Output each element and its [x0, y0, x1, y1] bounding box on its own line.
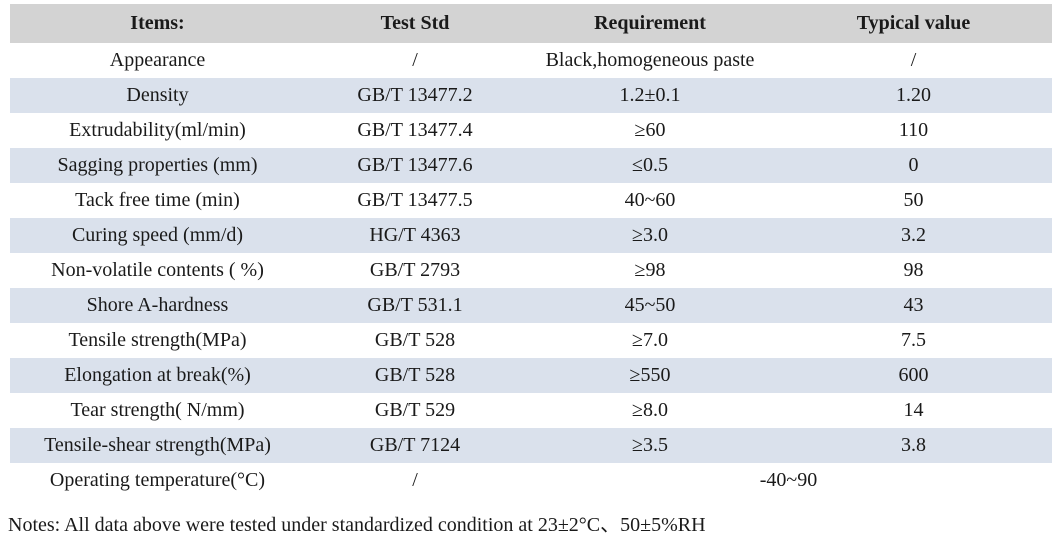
cell-item: Operating temperature(°C) [49, 469, 266, 491]
cell-typical: 0 [908, 154, 919, 176]
cell-std: GB/T 531.1 [367, 294, 463, 316]
cell-item: Tack free time (min) [75, 189, 240, 211]
cell-req: 40~60 [624, 189, 676, 211]
cell-req: 1.2±0.1 [619, 84, 681, 106]
cell-item: Tensile-shear strength(MPa) [44, 434, 271, 456]
spec-table: Items: Test Std Requirement Typical valu… [10, 4, 1052, 498]
table-row-tack-free-time: Tack free time (min) GB/T 13477.5 40~60 … [10, 183, 1052, 218]
table-row-tensile-shear: Tensile-shear strength(MPa) GB/T 7124 ≥3… [10, 428, 1052, 463]
cell-typical: 1.20 [896, 84, 931, 106]
cell-item: Elongation at break(%) [64, 364, 251, 386]
cell-typical: 14 [903, 399, 924, 421]
table-row-operating-temperature: Operating temperature(°C) / -40~90 [10, 463, 1052, 498]
table-row-curing-speed: Curing speed (mm/d) HG/T 4363 ≥3.0 3.2 [10, 218, 1052, 253]
cell-std: GB/T 528 [374, 329, 456, 351]
cell-req: ≤0.5 [632, 154, 668, 176]
cell-typical: / [910, 49, 917, 71]
cell-typical: 50 [903, 189, 924, 211]
cell-std: GB/T 7124 [369, 434, 461, 456]
notes-text: Notes: All data above were tested under … [8, 514, 706, 536]
table-row-tensile-strength: Tensile strength(MPa) GB/T 528 ≥7.0 7.5 [10, 323, 1052, 358]
table-row-non-volatile: Non-volatile contents ( %) GB/T 2793 ≥98… [10, 253, 1052, 288]
cell-req: Black,homogeneous paste [545, 49, 755, 71]
cell-req: ≥7.0 [632, 329, 668, 351]
cell-item: Curing speed (mm/d) [71, 224, 244, 246]
cell-std: GB/T 13477.4 [357, 119, 473, 141]
cell-typical: 3.2 [901, 224, 926, 246]
header-row: Items: Test Std Requirement Typical valu… [10, 4, 1052, 43]
cell-std: GB/T 13477.5 [357, 189, 473, 211]
col-header-requirement: Requirement [525, 4, 775, 43]
cell-std: / [412, 49, 418, 71]
cell-std: HG/T 4363 [369, 224, 461, 246]
table-row-tear-strength: Tear strength( N/mm) GB/T 529 ≥8.0 14 [10, 393, 1052, 428]
cell-std: GB/T 13477.2 [357, 84, 473, 106]
cell-item: Extrudability(ml/min) [69, 119, 246, 141]
cell-typical: 98 [903, 259, 924, 281]
cell-req-typical-merged: -40~90 [759, 469, 818, 491]
cell-std: GB/T 13477.6 [357, 154, 473, 176]
cell-typical: 43 [903, 294, 924, 316]
cell-typical: 110 [898, 119, 929, 141]
cell-std: / [412, 469, 418, 491]
cell-item: Density [126, 84, 189, 106]
cell-req: ≥550 [629, 364, 671, 386]
cell-item: Appearance [109, 49, 206, 71]
cell-req: ≥98 [634, 259, 666, 281]
cell-req: ≥3.5 [632, 434, 668, 456]
cell-typical: 600 [898, 364, 929, 386]
cell-req: ≥3.0 [632, 224, 668, 246]
table-row-elongation: Elongation at break(%) GB/T 528 ≥550 600 [10, 358, 1052, 393]
cell-req: ≥8.0 [632, 399, 668, 421]
col-header-items: Items: [10, 4, 305, 43]
table-row-appearance: Appearance / Black,homogeneous paste / [10, 43, 1052, 78]
cell-std: GB/T 2793 [369, 259, 461, 281]
cell-std: GB/T 528 [374, 364, 456, 386]
cell-item: Shore A-hardness [86, 294, 229, 316]
cell-req: 45~50 [624, 294, 676, 316]
table-row-density: Density GB/T 13477.2 1.2±0.1 1.20 [10, 78, 1052, 113]
table-row-sagging: Sagging properties (mm) GB/T 13477.6 ≤0.… [10, 148, 1052, 183]
col-header-typical-value: Typical value [775, 4, 1052, 43]
col-header-test-std: Test Std [305, 4, 525, 43]
cell-item: Tear strength( N/mm) [70, 399, 245, 421]
cell-typical: 3.8 [901, 434, 926, 456]
cell-req: ≥60 [634, 119, 666, 141]
table-row-shore-hardness: Shore A-hardness GB/T 531.1 45~50 43 [10, 288, 1052, 323]
cell-item: Tensile strength(MPa) [68, 329, 247, 351]
cell-std: GB/T 529 [374, 399, 456, 421]
cell-typical: 7.5 [901, 329, 926, 351]
cell-item: Non-volatile contents ( %) [51, 259, 264, 281]
table-row-extrudability: Extrudability(ml/min) GB/T 13477.4 ≥60 1… [10, 113, 1052, 148]
cell-item: Sagging properties (mm) [57, 154, 258, 176]
